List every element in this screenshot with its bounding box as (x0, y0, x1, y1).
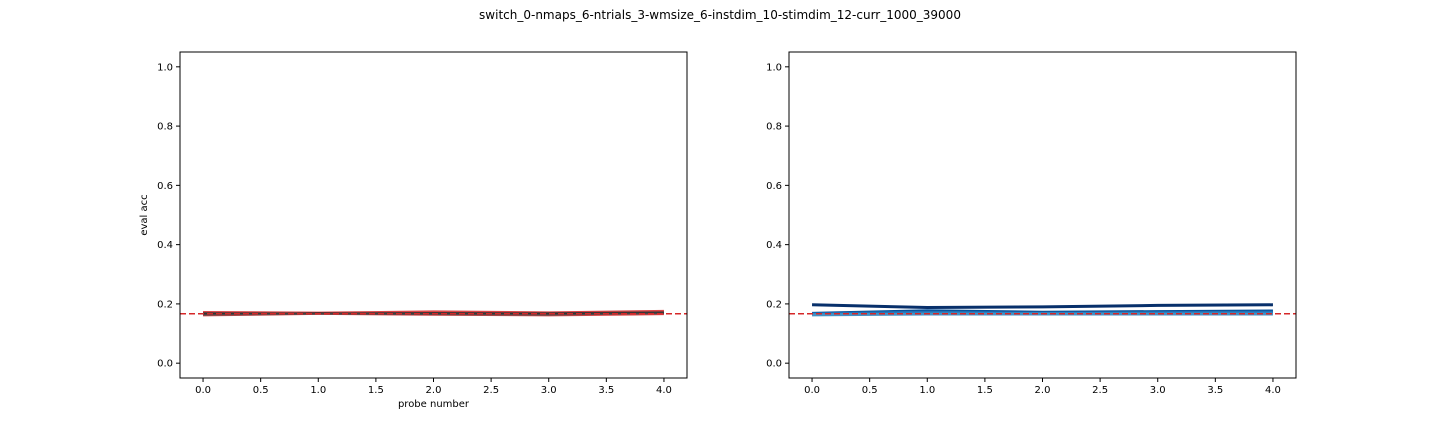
x-tick-label: 0.5 (253, 385, 269, 396)
series-line-1 (812, 303, 1273, 309)
x-tick-label: 0.5 (862, 385, 878, 396)
x-tick-label: 0.0 (804, 385, 820, 396)
y-tick-label: 0.0 (766, 359, 782, 370)
x-tick-label: 2.0 (1035, 385, 1051, 396)
y-tick-label: 0.8 (157, 122, 173, 133)
y-tick-label: 0.6 (157, 181, 173, 192)
x-tick-label: 1.5 (368, 385, 384, 396)
left-plot-panel: 0.0 0.5 1.0 1.5 2.0 2.5 3.0 3.5 4.0 0.0 0.2 0.4 0.6 0… (139, 51, 688, 410)
y-tick-label: 0.2 (766, 299, 782, 310)
x-tick-label: 1.0 (310, 385, 326, 396)
x-axis-label: probe number (398, 399, 470, 410)
x-tick-label: 3.0 (1150, 385, 1166, 396)
y-tick-label: 0.4 (766, 240, 782, 251)
axes-frame (788, 51, 1297, 379)
x-tick-label: 3.5 (1207, 385, 1223, 396)
x-tick-label: 2.5 (1092, 385, 1108, 396)
x-tick-label: 1.5 (977, 385, 993, 396)
x-tick-label: 4.0 (1265, 385, 1281, 396)
y-tick-label: 1.0 (766, 62, 782, 73)
right-plot-panel: 0.0 0.5 1.0 1.5 2.0 2.5 3.0 3.5 4.0 0.0 0.2 0.4 0.6 0… (766, 51, 1297, 396)
x-tick-label: 0.0 (195, 385, 211, 396)
y-tick-label: 0.0 (157, 359, 173, 370)
y-tick-label: 1.0 (157, 62, 173, 73)
y-tick-label: 0.4 (157, 240, 173, 251)
y-axis-label: eval acc (139, 194, 150, 235)
axes-frame (179, 51, 688, 379)
x-tick-label: 3.5 (598, 385, 614, 396)
figure-suptitle: switch_0-nmaps_6-ntrials_3-wmsize_6-inst… (479, 8, 961, 22)
y-tick-label: 0.6 (766, 181, 782, 192)
x-tick-label: 2.5 (483, 385, 499, 396)
x-tick-label: 3.0 (541, 385, 557, 396)
y-tick-label: 0.2 (157, 299, 173, 310)
y-tick-label: 0.8 (766, 122, 782, 133)
x-tick-label: 1.0 (919, 385, 935, 396)
x-tick-label: 2.0 (426, 385, 442, 396)
x-tick-label: 4.0 (656, 385, 672, 396)
